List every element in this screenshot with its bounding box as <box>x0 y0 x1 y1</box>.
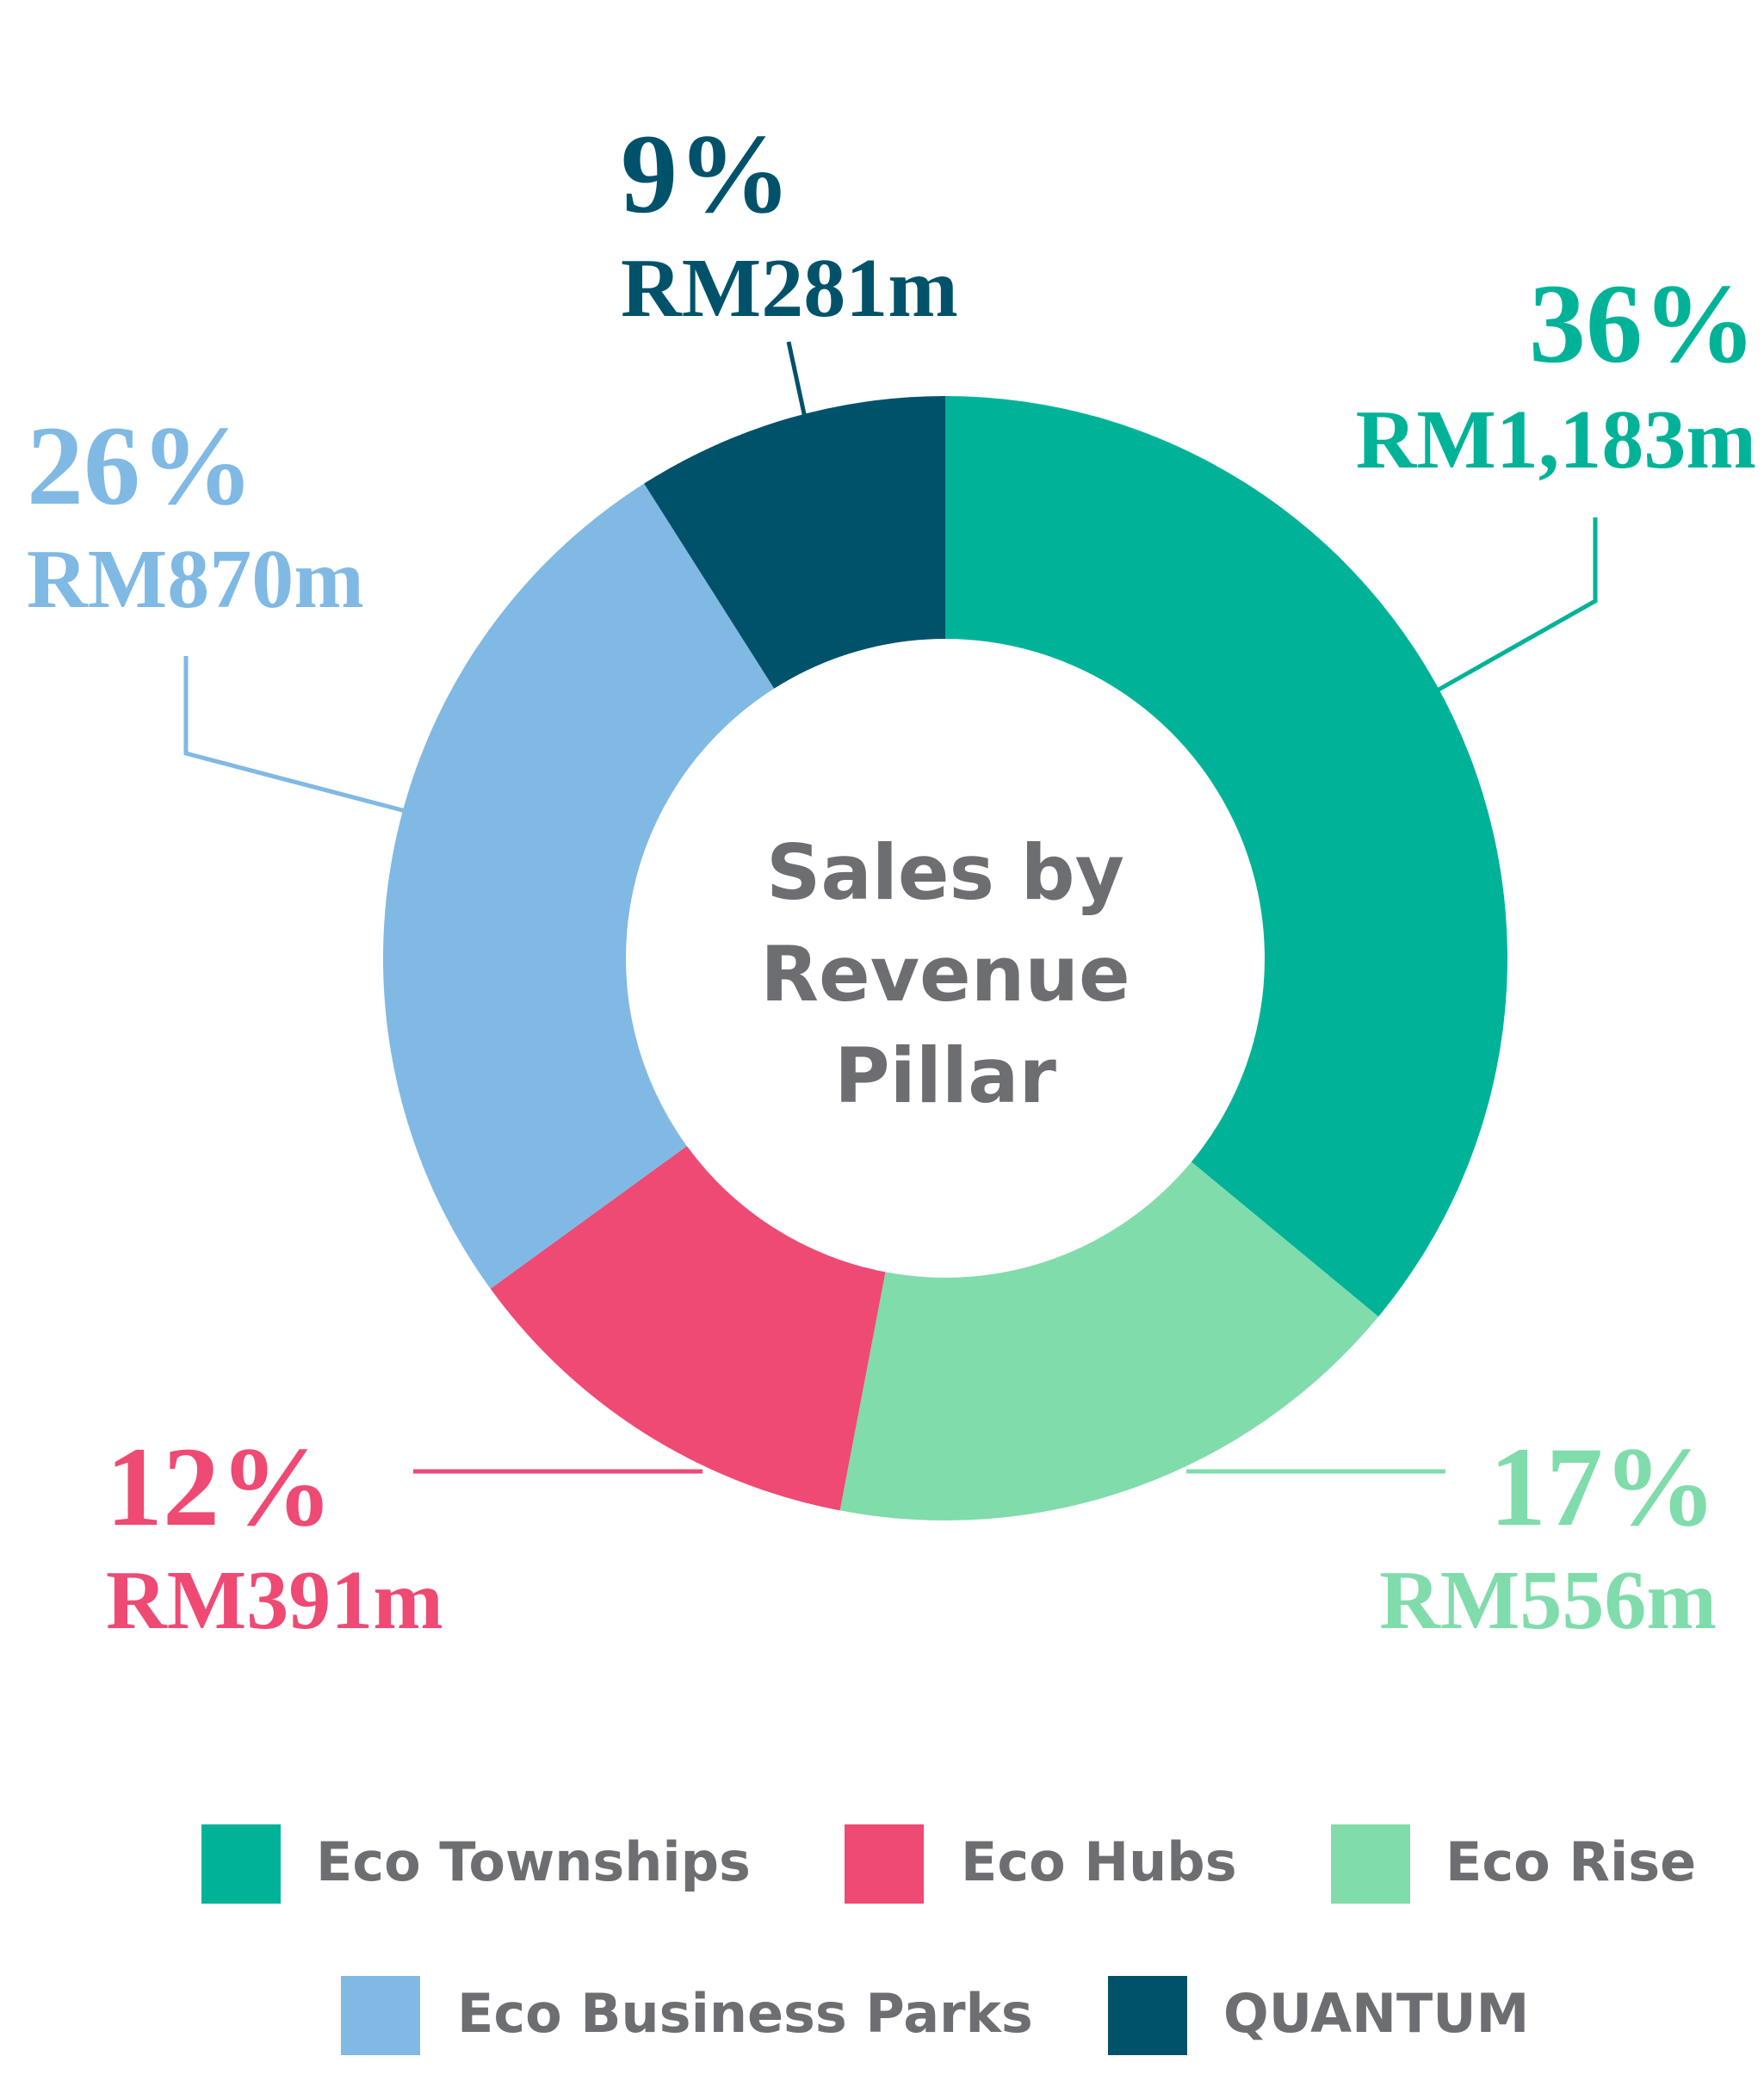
legend-label: Eco Hubs <box>961 1830 1237 1893</box>
amount-label: RM870m <box>27 533 364 626</box>
percent-label: 26% <box>27 402 254 529</box>
legend-label: QUANTUM <box>1223 1982 1529 2045</box>
legend-swatch <box>201 1824 281 1904</box>
legend-swatch <box>1108 1976 1187 2055</box>
slice <box>382 483 775 1289</box>
slice <box>490 1146 886 1511</box>
slice <box>945 396 1507 1317</box>
legend-swatch <box>341 1976 420 2055</box>
percent-label: 12% <box>106 1423 333 1550</box>
legend-label: Eco Townships <box>316 1830 751 1893</box>
percent-label: 9% <box>621 110 791 237</box>
amount-label: RM1,183m <box>1356 393 1756 486</box>
leader-line <box>183 656 406 814</box>
leader-line <box>786 341 808 423</box>
leader-line <box>1437 517 1598 692</box>
chart-title: Sales by Revenue Pillar <box>760 828 1130 1120</box>
amount-label: RM391m <box>106 1554 443 1647</box>
percent-label: 36% <box>1529 260 1756 387</box>
slice <box>644 396 945 689</box>
percent-label: 17% <box>1489 1423 1717 1550</box>
legend-label: Eco Business Parks <box>457 1982 1033 2045</box>
amount-label: RM281m <box>621 242 958 335</box>
slice <box>839 1161 1379 1520</box>
legend-label: Eco Rise <box>1445 1830 1696 1893</box>
legend-swatch <box>1331 1824 1410 1904</box>
legend-swatch <box>845 1824 924 1904</box>
amount-label: RM556m <box>1379 1554 1717 1647</box>
